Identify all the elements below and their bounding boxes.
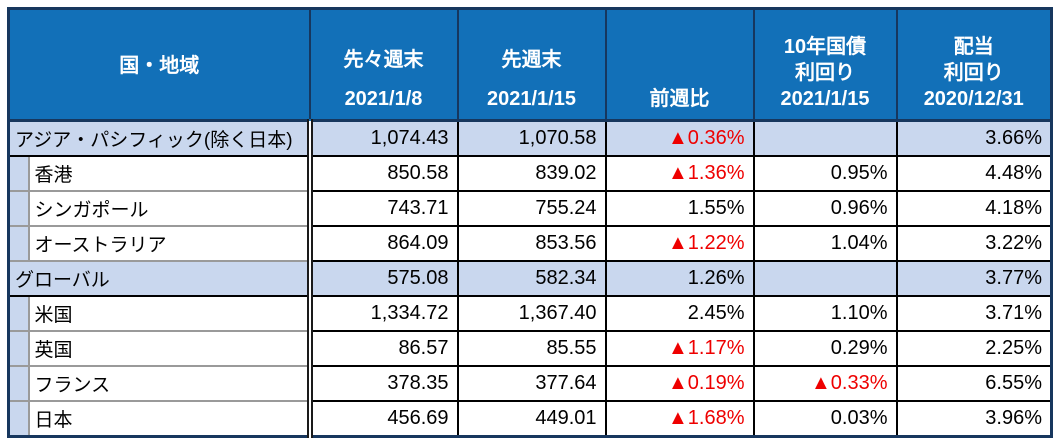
value-prev: 377.64	[456, 365, 607, 402]
value-change: ▲1.68%	[604, 400, 755, 438]
header-region: 国・地域	[7, 7, 311, 122]
value-change: ▲1.22%	[604, 225, 755, 262]
row-australia: オーストラリア 864.09 853.56 ▲1.22% 1.04% 3.22%	[8, 225, 1053, 262]
value-dividend-yield: 3.71%	[895, 295, 1053, 332]
row-hong-kong: 香港 850.58 839.02 ▲1.36% 0.95% 4.48%	[8, 155, 1053, 192]
row-singapore: シンガポール 743.71 755.24 1.55% 0.96% 4.18%	[8, 190, 1053, 227]
header-prev-week-label: 先週末	[501, 49, 562, 71]
value-bond-yield: 0.29%	[752, 330, 898, 367]
value-dividend-yield: 4.48%	[895, 155, 1053, 192]
indent-cell	[8, 225, 30, 262]
row-label: 日本	[28, 400, 310, 438]
value-prev2: 743.71	[306, 190, 459, 227]
header-dividend-yield: 配当 利回り 2020/12/31	[895, 7, 1053, 122]
value-prev: 1,070.58	[456, 119, 607, 157]
header-prev-week: 先週末 2021/1/15	[456, 7, 607, 122]
value-prev: 582.34	[456, 260, 607, 297]
header-row: 国・地域 先々週末 2021/1/8 先週末 2021/1/15 前週比	[7, 7, 1053, 122]
value-bond-yield: 0.03%	[752, 400, 898, 438]
header-prev-week-date: 2021/1/15	[487, 88, 576, 110]
value-prev2: 86.57	[306, 330, 459, 367]
value-prev: 1,367.40	[456, 295, 607, 332]
indent-cell	[8, 400, 30, 438]
value-change: 1.26%	[604, 260, 755, 297]
header-region-label: 国・地域	[119, 54, 200, 77]
row-label: フランス	[28, 365, 310, 402]
row-uk: 英国 86.57 85.55 ▲1.17% 0.29% 2.25%	[8, 330, 1053, 367]
header-div-line2: 利回り	[943, 62, 1004, 84]
value-prev2: 850.58	[306, 155, 459, 192]
header-prev2-week: 先々週末 2021/1/8	[308, 7, 459, 122]
value-prev: 85.55	[456, 330, 607, 367]
value-bond-yield: 0.96%	[752, 190, 898, 227]
row-label: 米国	[28, 295, 310, 332]
row-label: アジア・パシフィック(除く日本)	[8, 119, 310, 157]
value-dividend-yield: 3.22%	[895, 225, 1053, 262]
value-change: ▲1.17%	[604, 330, 755, 367]
value-prev2: 575.08	[306, 260, 459, 297]
value-dividend-yield: 3.77%	[895, 260, 1053, 297]
header-prev2-week-label: 先々週末	[343, 49, 424, 71]
value-dividend-yield: 4.18%	[895, 190, 1053, 227]
header-bond-date: 2021/1/15	[780, 88, 870, 110]
row-asia-pacific: アジア・パシフィック(除く日本) 1,074.43 1,070.58 ▲0.36…	[8, 119, 1053, 157]
indent-cell	[8, 365, 30, 402]
header-bond-line1: 10年国債	[783, 36, 867, 58]
value-dividend-yield: 2.25%	[895, 330, 1053, 367]
indent-cell	[8, 295, 30, 332]
header-div-date: 2020/12/31	[923, 88, 1024, 110]
value-change: 2.45%	[604, 295, 755, 332]
value-prev: 839.02	[456, 155, 607, 192]
header-10y-bond-yield: 10年国債 利回り 2021/1/15	[752, 7, 898, 122]
value-change: ▲1.36%	[604, 155, 755, 192]
value-prev: 449.01	[456, 400, 607, 438]
row-label: 英国	[28, 330, 310, 367]
header-wow-change: 前週比	[604, 7, 755, 122]
indent-cell	[8, 330, 30, 367]
value-bond-yield: 1.10%	[752, 295, 898, 332]
row-global: グローバル 575.08 582.34 1.26% 3.77%	[8, 260, 1053, 297]
value-prev2: 378.35	[306, 365, 459, 402]
row-japan: 日本 456.69 449.01 ▲1.68% 0.03% 3.96%	[8, 400, 1053, 438]
header-bond-line2: 利回り	[795, 62, 855, 84]
indent-cell	[8, 155, 30, 192]
value-prev2: 864.09	[306, 225, 459, 262]
header-div-line1: 配当	[953, 36, 994, 58]
row-france: フランス 378.35 377.64 ▲0.19% ▲0.33% 6.55%	[8, 365, 1053, 402]
value-prev: 853.56	[456, 225, 607, 262]
market-table: 国・地域 先々週末 2021/1/8 先週末 2021/1/15 前週比	[7, 7, 1053, 438]
value-change: ▲0.36%	[604, 119, 755, 157]
value-prev2: 456.69	[306, 400, 459, 438]
row-label: 香港	[28, 155, 310, 192]
row-label: グローバル	[8, 260, 310, 297]
row-us: 米国 1,334.72 1,367.40 2.45% 1.10% 3.71%	[8, 295, 1053, 332]
value-dividend-yield: 3.66%	[895, 119, 1053, 157]
value-dividend-yield: 6.55%	[895, 365, 1053, 402]
value-bond-yield	[752, 119, 898, 157]
value-change: ▲0.19%	[604, 365, 755, 402]
value-prev: 755.24	[456, 190, 607, 227]
value-prev2: 1,074.43	[306, 119, 459, 157]
value-change: 1.55%	[604, 190, 755, 227]
value-dividend-yield: 3.96%	[895, 400, 1053, 438]
header-prev2-week-date: 2021/1/8	[344, 88, 423, 110]
indent-cell	[8, 190, 30, 227]
value-bond-yield: 1.04%	[752, 225, 898, 262]
row-label: オーストラリア	[28, 225, 310, 262]
value-bond-yield: 0.95%	[752, 155, 898, 192]
row-label: シンガポール	[28, 190, 310, 227]
value-prev2: 1,334.72	[306, 295, 459, 332]
value-bond-yield: ▲0.33%	[752, 365, 898, 402]
value-bond-yield	[752, 260, 898, 297]
header-wow-change-label: 前週比	[649, 88, 710, 110]
